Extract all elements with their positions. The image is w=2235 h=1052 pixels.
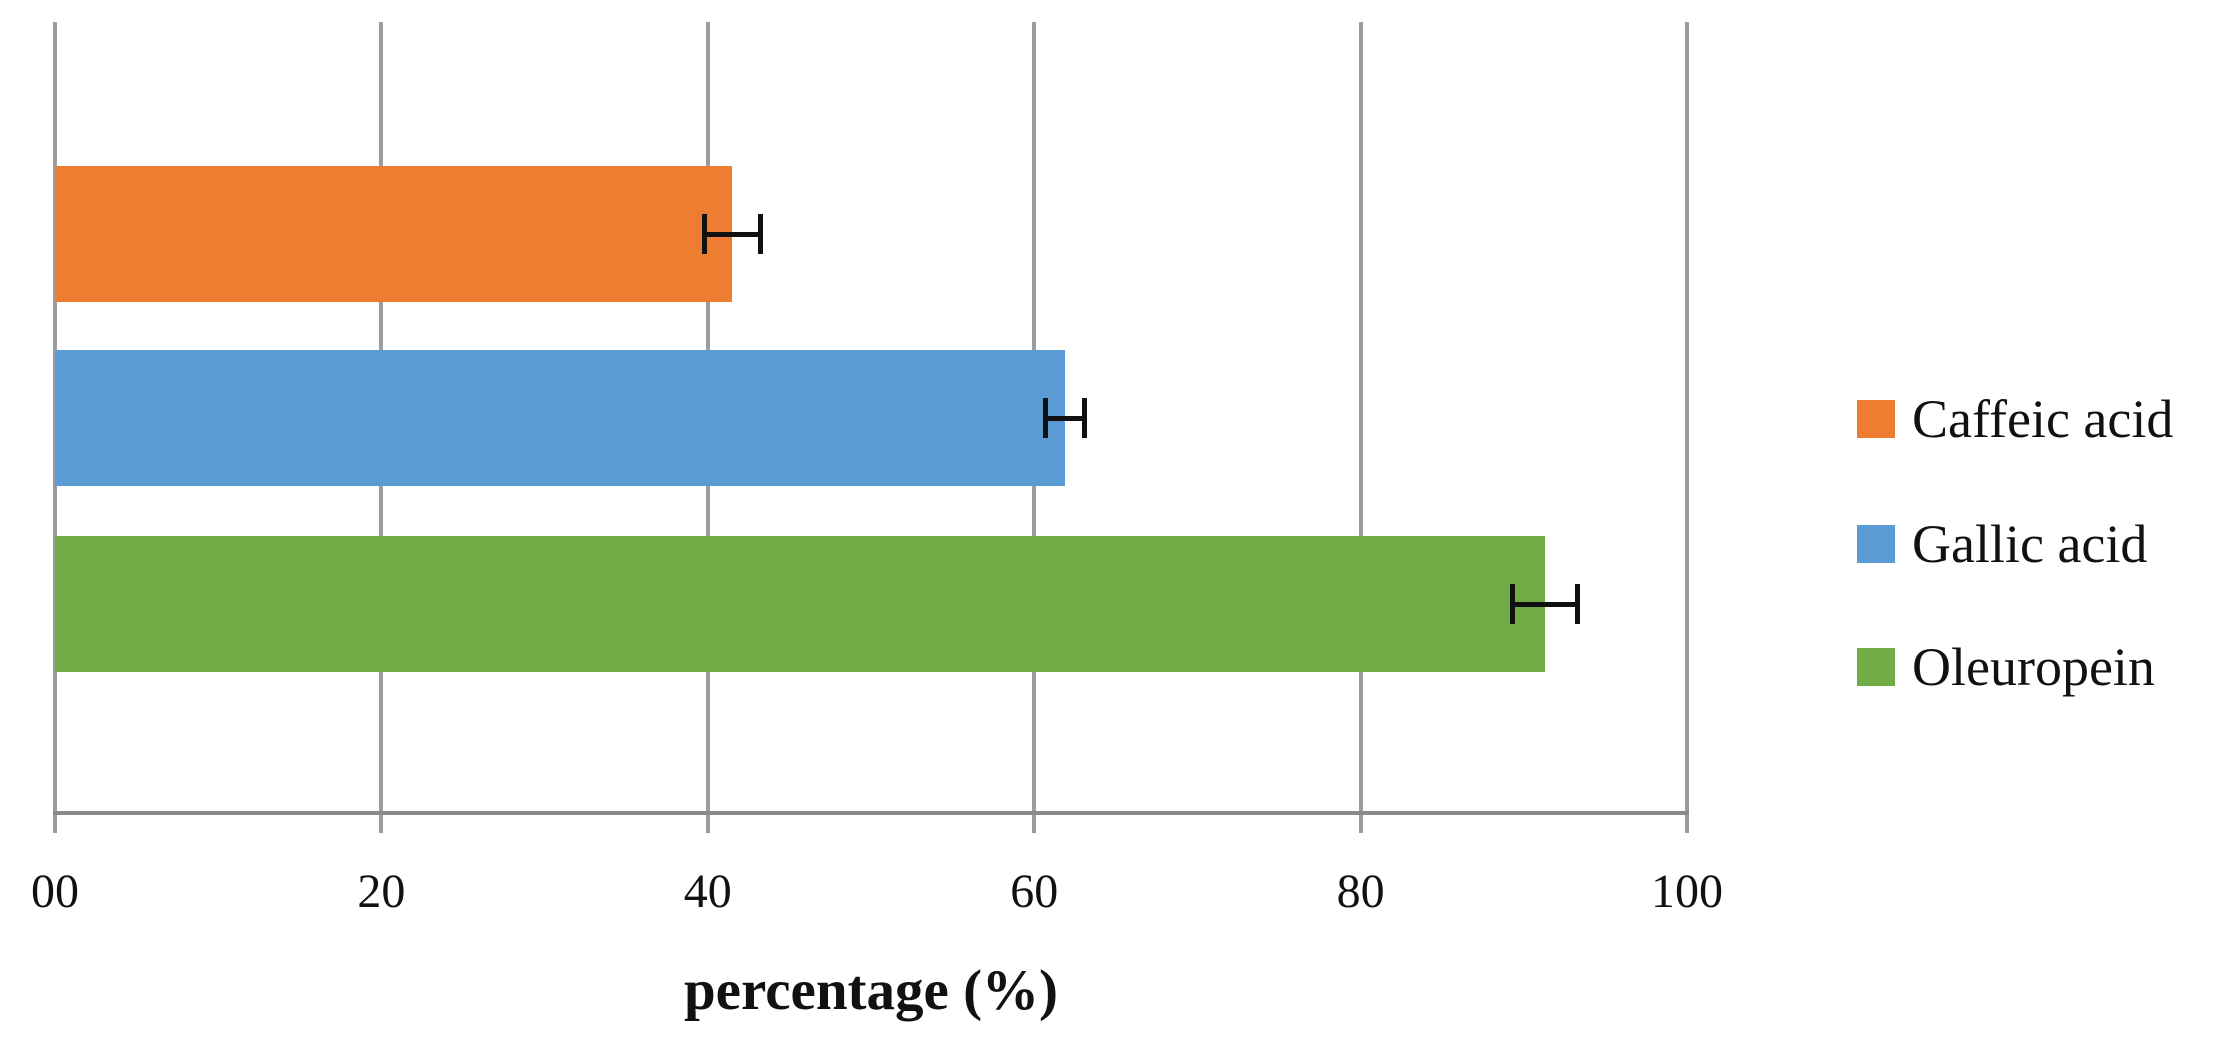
legend-label: Oleuropein [1912,637,2155,697]
gridline-100 [1685,22,1689,833]
error-bar-cap-3-right [1575,584,1581,624]
bar-oleuropein [55,536,1546,672]
error-bar-line-2 [1045,415,1085,421]
legend-label: Caffeic acid [1912,389,2174,449]
legend-item-gallic-acid: Gallic acid [1857,517,2147,571]
x-tick-label-40: 40 [683,865,732,918]
legend-label: Gallic acid [1912,514,2148,574]
bar-gallic-acid [55,350,1066,486]
error-bar-line-3 [1512,601,1578,607]
error-bar-cap-2-left [1043,398,1049,438]
error-bar-cap-2-right [1082,398,1088,438]
x-axis-title: percentage (%) [683,959,1059,1022]
x-tick-label-60: 60 [1010,865,1059,918]
legend-swatch-icon [1857,648,1895,686]
legend-item-oleuropein: Oleuropein [1857,640,2155,694]
x-tick-label-20: 20 [357,865,406,918]
x-tick-label-0: 00 [31,865,79,918]
legend-item-caffeic-acid: Caffeic acid [1857,392,2173,446]
legend-swatch-icon [1857,400,1895,438]
error-bar-line-1 [704,231,761,237]
gridline-80 [1358,22,1363,833]
error-bar-cap-1-right [757,214,763,254]
error-bar-cap-1-left [702,214,708,254]
x-axis-line [53,811,1689,815]
x-tick-label-80: 80 [1336,865,1385,918]
bar-caffeic-acid [55,166,733,302]
legend-swatch-icon [1857,525,1895,563]
error-bar-cap-3-left [1509,584,1515,624]
x-tick-label-100: 100 [1651,865,1723,918]
